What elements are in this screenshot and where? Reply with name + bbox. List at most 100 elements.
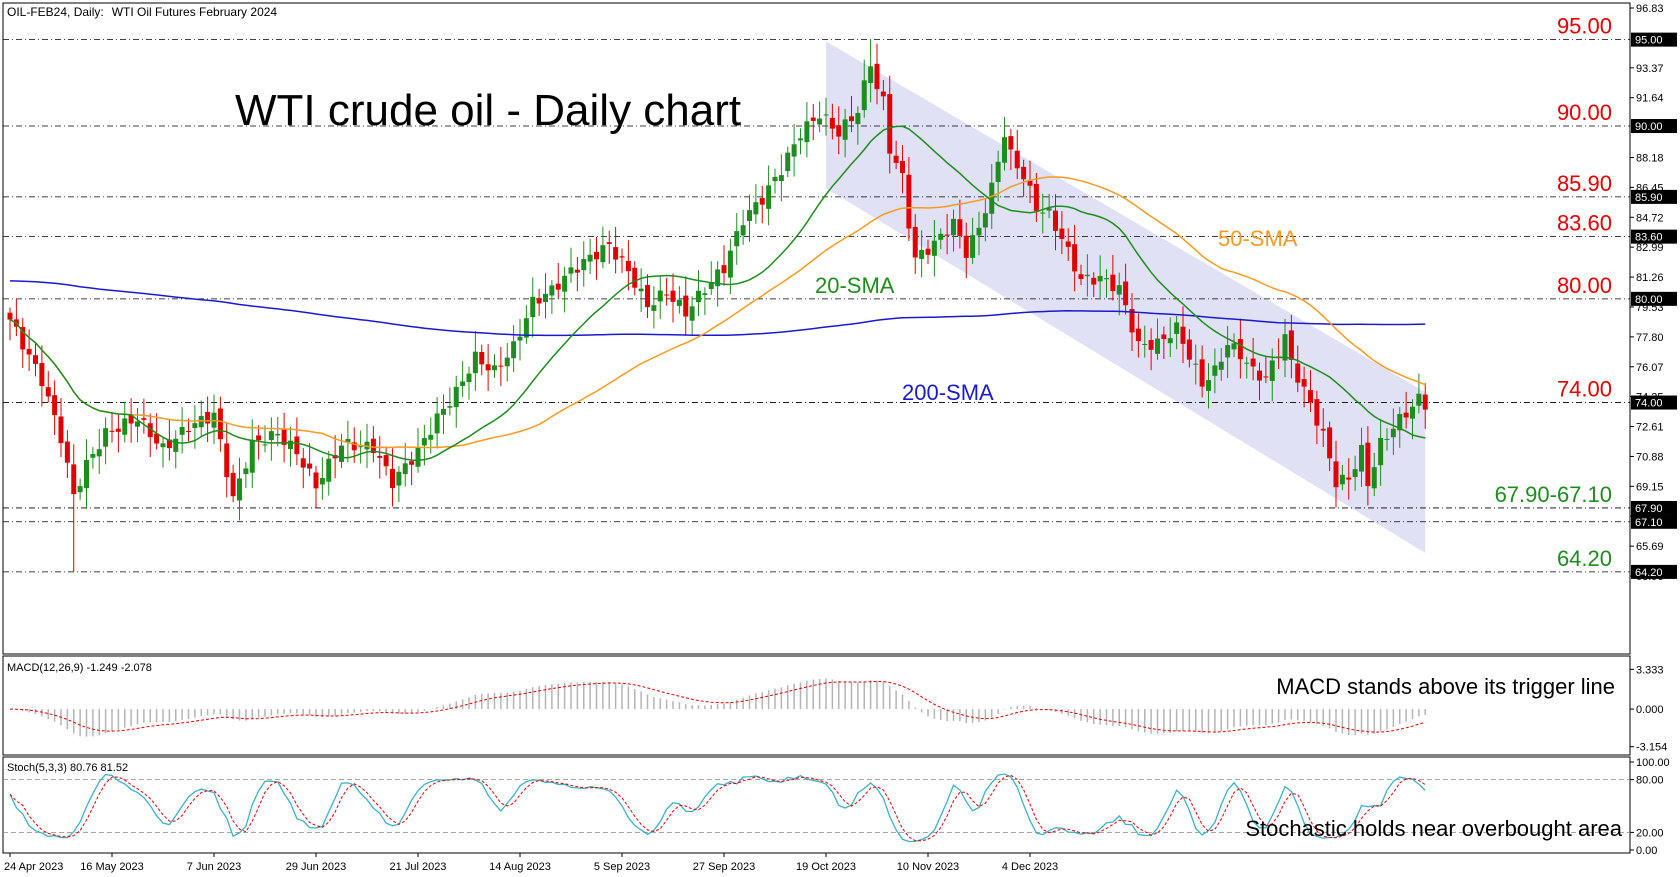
- candle-body: [1397, 413, 1403, 431]
- level-box-text: 64.20: [1635, 567, 1663, 579]
- candle-body: [1008, 136, 1014, 150]
- macd-signal-line: [9, 680, 1426, 733]
- level-box: [1631, 564, 1677, 579]
- candle-body: [1314, 399, 1320, 426]
- y-tick-label: 93.37: [1636, 63, 1664, 75]
- candle-body: [1129, 308, 1135, 333]
- candle-body: [855, 112, 861, 125]
- candle-body: [931, 240, 937, 256]
- candle-body: [1046, 208, 1052, 211]
- candle-body: [645, 284, 650, 308]
- stochastic-indicator: 100.00 80.00 20.00 0.00: [3, 757, 1670, 857]
- candle-body: [198, 416, 204, 428]
- level-box: [1631, 32, 1677, 47]
- candle-body: [20, 327, 26, 350]
- candle-body: [549, 285, 555, 296]
- candle-body: [1040, 212, 1046, 214]
- candle-body: [613, 247, 619, 260]
- candle-body: [957, 219, 963, 236]
- candle-body: [141, 418, 147, 420]
- candle-body: [1244, 362, 1250, 364]
- stoch-k-line: [9, 773, 1426, 843]
- candle-body: [1014, 150, 1020, 169]
- candle-body: [377, 455, 383, 458]
- candle-body: [319, 477, 325, 485]
- candle-body: [313, 472, 319, 489]
- macd-tick-label: -3.154: [1636, 742, 1667, 754]
- x-tick-label: 10 Nov 2023: [897, 861, 959, 873]
- candle-body: [390, 468, 395, 488]
- candle-body: [1167, 338, 1173, 344]
- candle-body: [1002, 137, 1007, 163]
- candle-body: [217, 408, 223, 440]
- candle-body: [275, 433, 281, 436]
- candle-body: [861, 80, 867, 111]
- candle-body: [1206, 380, 1211, 391]
- level-box-text: 74.00: [1635, 398, 1663, 410]
- candle-body: [1123, 281, 1129, 306]
- candle-body: [530, 296, 536, 318]
- candle-body: [581, 258, 587, 271]
- level-box-text: 83.60: [1635, 232, 1663, 244]
- level-box: [1631, 514, 1677, 529]
- candle-body: [836, 125, 842, 137]
- candle-body: [453, 386, 459, 408]
- candle-body: [982, 213, 988, 228]
- candle-body: [810, 117, 816, 121]
- candle-body: [912, 226, 918, 258]
- candle-body: [96, 449, 102, 457]
- candle-body: [676, 299, 682, 306]
- x-tick-label: 24 Apr 2023: [4, 861, 63, 873]
- level-label: 95.00: [1557, 14, 1612, 39]
- level-box-text: 90.00: [1635, 121, 1663, 133]
- candle-body: [1193, 363, 1199, 365]
- level-label: 67.90-67.10: [1495, 482, 1612, 507]
- x-tick-label: 19 Oct 2023: [796, 861, 856, 873]
- candle-body: [345, 439, 351, 443]
- candle-body: [256, 435, 262, 441]
- candle-body: [1180, 326, 1186, 344]
- candle-body: [874, 63, 880, 90]
- candle-body: [33, 355, 38, 364]
- level-label: 64.20: [1557, 546, 1612, 571]
- candle-body: [995, 161, 1001, 182]
- candle-body: [1269, 360, 1275, 381]
- candle-body: [868, 66, 874, 84]
- y-tick-label: 72.61: [1636, 422, 1664, 434]
- candle-body: [485, 364, 491, 371]
- candle-body: [1161, 334, 1167, 340]
- candle-body: [919, 249, 925, 259]
- candle-body: [370, 438, 376, 454]
- candle-body: [1218, 361, 1224, 370]
- candle-body: [358, 446, 364, 448]
- candle-body: [683, 295, 689, 317]
- candle-body: [281, 429, 287, 445]
- candle-body: [543, 293, 548, 302]
- candle-body: [326, 458, 332, 482]
- candle-body: [268, 431, 274, 441]
- candle-body: [976, 227, 982, 236]
- candle-body: [587, 254, 593, 262]
- y-tick-label: 76.07: [1636, 362, 1664, 374]
- candle-body: [893, 155, 899, 163]
- candle-body: [887, 94, 893, 154]
- candle-body: [479, 352, 485, 365]
- level-label: 90.00: [1557, 100, 1612, 125]
- macd-indicator: 3.333 0.000 -3.154: [9, 664, 1667, 754]
- level-label: 74.00: [1557, 377, 1612, 402]
- candle-body: [351, 442, 357, 451]
- candle-body: [109, 430, 115, 432]
- macd-label: MACD(12,26,9) -1.249 -2.078: [7, 662, 152, 674]
- candle-body: [900, 161, 905, 174]
- candle-body: [1091, 277, 1097, 285]
- candle-body: [1371, 467, 1377, 489]
- candle-body: [1352, 469, 1358, 477]
- candle-body: [103, 428, 109, 447]
- y-tick-label: 70.88: [1636, 451, 1664, 463]
- candle-body: [1142, 343, 1148, 345]
- candle-body: [600, 245, 606, 263]
- candle-body: [1212, 365, 1218, 376]
- candle-body: [504, 357, 510, 367]
- candle-body: [300, 458, 306, 468]
